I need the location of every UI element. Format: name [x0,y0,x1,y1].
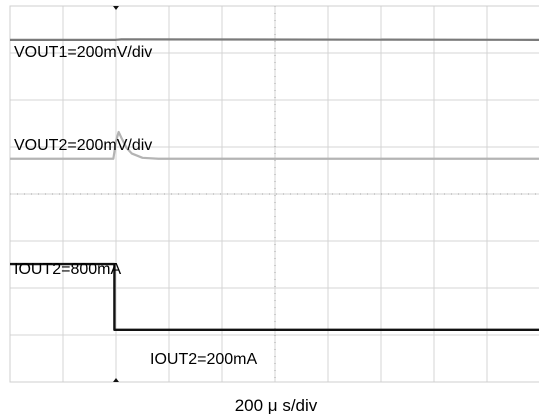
annotation-vout1: VOUT1=200mV/div [14,44,152,61]
x-axis-label: 200 μ s/div [235,396,318,415]
traces [10,38,539,332]
annotation-iout2-high: IOUT2=800mA [14,261,121,278]
trace-vout2 [10,130,539,160]
trace-iout2 [10,262,539,332]
annotation-iout2-low: IOUT2=200mA [150,351,257,368]
trigger-markers [113,6,119,382]
trigger-marker-bottom [113,378,119,382]
annotation-vout2: VOUT2=200mV/div [14,137,152,154]
grid [9,5,539,383]
trigger-marker-top [113,6,119,10]
plot-frame [9,5,539,383]
